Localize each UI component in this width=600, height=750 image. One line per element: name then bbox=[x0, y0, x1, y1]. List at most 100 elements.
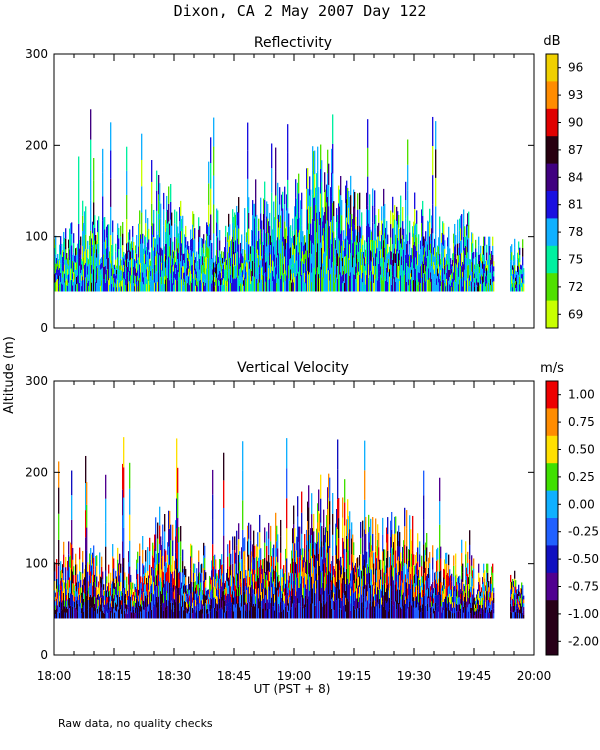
data-cell bbox=[372, 222, 374, 240]
data-cell bbox=[59, 275, 61, 284]
data-cell bbox=[94, 266, 96, 279]
data-cell bbox=[207, 269, 209, 281]
data-cell bbox=[393, 567, 395, 581]
data-cell bbox=[187, 274, 189, 284]
data-cell bbox=[257, 266, 259, 275]
data-cell bbox=[298, 271, 300, 292]
data-cell bbox=[65, 238, 67, 250]
data-cell bbox=[188, 590, 190, 598]
data-cell bbox=[198, 561, 200, 574]
data-cell bbox=[326, 532, 328, 550]
data-cell bbox=[284, 273, 286, 292]
data-cell bbox=[297, 237, 299, 256]
data-cell bbox=[274, 229, 276, 242]
data-cell bbox=[280, 569, 282, 586]
data-cell bbox=[399, 546, 401, 561]
data-cell bbox=[252, 215, 254, 231]
data-cell bbox=[273, 276, 275, 292]
data-cell bbox=[154, 282, 156, 292]
data-cell bbox=[323, 253, 325, 267]
data-cell bbox=[409, 584, 411, 602]
data-cell bbox=[147, 230, 149, 243]
data-cell bbox=[269, 278, 271, 292]
data-cell bbox=[162, 571, 164, 588]
data-cell bbox=[127, 613, 129, 619]
data-cell bbox=[335, 539, 337, 556]
data-cell bbox=[164, 531, 166, 549]
data-cell bbox=[488, 254, 490, 265]
data-cell bbox=[385, 259, 387, 271]
data-cell bbox=[132, 582, 134, 589]
data-cell bbox=[217, 264, 219, 278]
data-cell bbox=[397, 237, 399, 252]
data-cell bbox=[378, 250, 380, 264]
data-cell bbox=[433, 254, 435, 263]
data-cell bbox=[364, 440, 366, 471]
data-cell bbox=[396, 609, 398, 619]
data-cell bbox=[329, 594, 331, 619]
data-cell bbox=[138, 223, 140, 236]
data-cell bbox=[102, 220, 104, 244]
data-cell bbox=[130, 582, 132, 590]
data-cell bbox=[295, 607, 297, 619]
data-cell bbox=[185, 610, 187, 619]
data-cell bbox=[469, 280, 471, 287]
data-cell bbox=[293, 562, 295, 581]
data-cell bbox=[92, 585, 94, 597]
data-cell bbox=[215, 273, 217, 280]
data-cell bbox=[98, 278, 100, 292]
data-cell bbox=[149, 537, 151, 552]
data-cell bbox=[447, 237, 449, 247]
data-cell bbox=[256, 227, 258, 241]
data-cell bbox=[479, 266, 481, 274]
data-cell bbox=[132, 258, 134, 270]
data-cell bbox=[129, 462, 131, 489]
data-cell bbox=[290, 236, 292, 248]
data-cell bbox=[296, 276, 298, 292]
data-cell bbox=[518, 283, 520, 292]
data-cell bbox=[319, 211, 321, 226]
data-cell bbox=[125, 266, 127, 273]
data-cell bbox=[419, 260, 421, 267]
data-cell bbox=[380, 274, 382, 284]
data-cell bbox=[321, 247, 323, 270]
data-cell bbox=[216, 580, 218, 589]
data-cell bbox=[64, 282, 66, 292]
data-cell bbox=[458, 255, 460, 263]
data-cell bbox=[355, 581, 357, 591]
data-cell bbox=[256, 278, 258, 292]
data-cell bbox=[367, 147, 369, 177]
data-cell bbox=[426, 266, 428, 275]
data-cell bbox=[236, 559, 238, 575]
data-cell bbox=[386, 573, 388, 589]
data-cell bbox=[90, 571, 92, 584]
data-cell bbox=[473, 265, 475, 272]
data-cell bbox=[54, 274, 56, 283]
data-cell bbox=[403, 260, 405, 271]
data-cell bbox=[376, 256, 378, 266]
data-cell bbox=[135, 607, 137, 614]
data-cell bbox=[206, 233, 208, 246]
page-title: Dixon, CA 2 May 2007 Day 122 bbox=[174, 2, 427, 20]
velocity-plot bbox=[54, 437, 525, 619]
data-cell bbox=[98, 241, 100, 254]
data-cell bbox=[411, 566, 413, 580]
data-cell bbox=[106, 604, 108, 612]
data-cell bbox=[451, 282, 453, 287]
data-cell bbox=[93, 545, 95, 558]
data-cell bbox=[120, 258, 122, 270]
data-cell bbox=[321, 269, 323, 292]
data-cell bbox=[213, 576, 215, 588]
data-cell bbox=[253, 574, 255, 590]
data-cell bbox=[95, 608, 97, 619]
data-cell bbox=[469, 286, 471, 292]
data-cell bbox=[456, 259, 458, 265]
data-cell bbox=[493, 281, 495, 287]
data-cell bbox=[232, 577, 234, 592]
data-cell bbox=[334, 601, 336, 611]
data-cell bbox=[59, 590, 61, 596]
data-cell bbox=[405, 589, 407, 597]
data-cell bbox=[116, 583, 118, 591]
data-cell bbox=[334, 246, 336, 256]
data-cell bbox=[281, 577, 283, 585]
